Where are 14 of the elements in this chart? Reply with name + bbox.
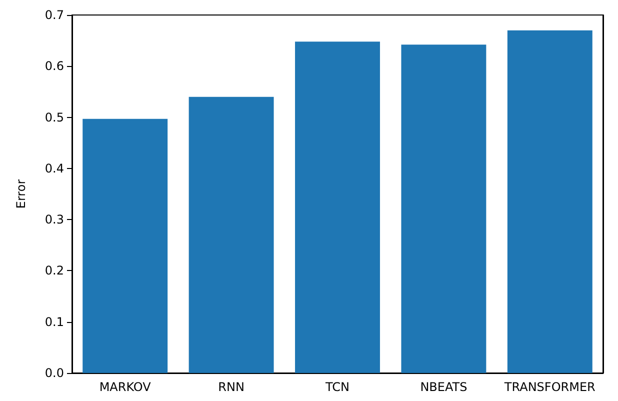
y-tick-label: 0.3 [44, 212, 64, 227]
x-tick-label: RNN [218, 380, 244, 394]
y-axis-title: Error [14, 179, 28, 209]
x-tick-label: TRANSFORMER [503, 380, 596, 394]
x-tick-label: MARKOV [99, 380, 152, 394]
y-tick-label: 0.4 [44, 161, 64, 176]
y-tick-label: 0.5 [44, 110, 64, 124]
y-tick-label: 0.0 [44, 366, 64, 380]
y-tick-label: 0.6 [44, 59, 64, 74]
x-tick-label: TCN [324, 380, 350, 394]
y-tick-label: 0.7 [44, 8, 64, 22]
y-tick-label: 0.1 [44, 314, 64, 329]
y-tick-label: 0.2 [44, 264, 64, 278]
x-tick-label: NBEATS [420, 380, 468, 394]
